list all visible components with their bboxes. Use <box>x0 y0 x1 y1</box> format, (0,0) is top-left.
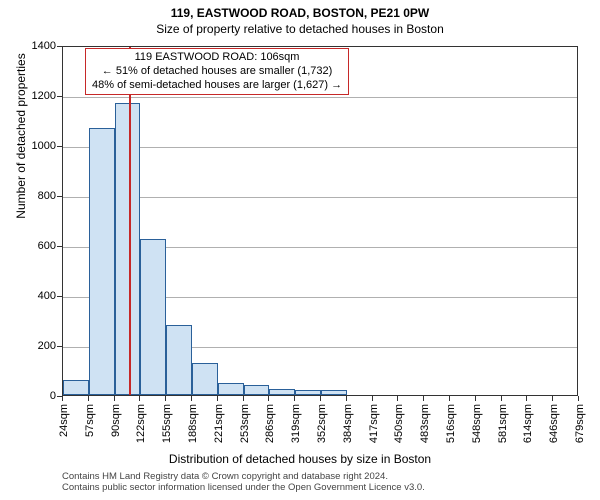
x-tick-label: 646sqm <box>548 404 560 443</box>
x-axis-label: Distribution of detached houses by size … <box>0 452 600 466</box>
histogram-bar <box>269 389 295 395</box>
histogram-bar <box>115 103 141 396</box>
x-tick-label: 221sqm <box>213 404 225 443</box>
y-tick-mark <box>57 196 62 197</box>
histogram-bar <box>166 325 192 395</box>
histogram-bar <box>192 363 218 396</box>
x-tick-mark <box>294 396 295 401</box>
y-tick-mark <box>57 96 62 97</box>
x-tick-mark <box>475 396 476 401</box>
x-tick-mark <box>191 396 192 401</box>
x-tick-mark <box>88 396 89 401</box>
x-tick-label: 516sqm <box>445 404 457 443</box>
histogram-bar <box>89 128 115 396</box>
info-box: 119 EASTWOOD ROAD: 106sqm ← 51% of detac… <box>85 48 349 95</box>
x-tick-mark <box>372 396 373 401</box>
x-tick-mark <box>578 396 579 401</box>
x-tick-label: 384sqm <box>342 404 354 443</box>
x-tick-mark <box>268 396 269 401</box>
x-tick-mark <box>552 396 553 401</box>
x-tick-label: 548sqm <box>471 404 483 443</box>
x-tick-mark <box>346 396 347 401</box>
y-tick-label: 0 <box>26 390 56 402</box>
x-tick-mark <box>217 396 218 401</box>
histogram-bar <box>218 383 244 396</box>
info-line-3: 48% of semi-detached houses are larger (… <box>92 79 342 93</box>
y-tick-mark <box>57 46 62 47</box>
x-tick-label: 679sqm <box>574 404 586 443</box>
x-tick-label: 352sqm <box>316 404 328 443</box>
x-tick-mark <box>165 396 166 401</box>
chart-container: 119, EASTWOOD ROAD, BOSTON, PE21 0PW Siz… <box>0 0 600 500</box>
y-tick-label: 1000 <box>26 140 56 152</box>
y-tick-label: 200 <box>26 340 56 352</box>
histogram-bar <box>63 380 89 395</box>
x-tick-mark <box>320 396 321 401</box>
footer-line-2: Contains public sector information licen… <box>62 482 425 493</box>
x-tick-mark <box>397 396 398 401</box>
x-tick-label: 57sqm <box>84 404 96 437</box>
chart-title: 119, EASTWOOD ROAD, BOSTON, PE21 0PW <box>0 0 600 20</box>
histogram-bar <box>321 390 347 395</box>
x-tick-label: 581sqm <box>497 404 509 443</box>
x-tick-label: 286sqm <box>264 404 276 443</box>
info-line-2: ← 51% of detached houses are smaller (1,… <box>92 65 342 79</box>
x-tick-mark <box>62 396 63 401</box>
x-tick-mark <box>139 396 140 401</box>
x-tick-mark <box>526 396 527 401</box>
x-tick-mark <box>243 396 244 401</box>
x-tick-label: 24sqm <box>58 404 70 437</box>
y-tick-mark <box>57 146 62 147</box>
x-tick-label: 253sqm <box>239 404 251 443</box>
y-tick-mark <box>57 346 62 347</box>
x-tick-label: 450sqm <box>393 404 405 443</box>
x-tick-label: 188sqm <box>187 404 199 443</box>
x-tick-label: 483sqm <box>419 404 431 443</box>
x-tick-label: 319sqm <box>290 404 302 443</box>
y-tick-label: 1400 <box>26 40 56 52</box>
x-tick-label: 417sqm <box>368 404 380 443</box>
reference-line <box>129 47 131 395</box>
histogram-bar <box>140 239 166 395</box>
footer: Contains HM Land Registry data © Crown c… <box>62 471 425 493</box>
y-tick-label: 400 <box>26 290 56 302</box>
info-line-1: 119 EASTWOOD ROAD: 106sqm <box>92 51 342 65</box>
x-tick-mark <box>423 396 424 401</box>
x-tick-mark <box>114 396 115 401</box>
x-tick-label: 122sqm <box>135 404 147 443</box>
chart-subtitle: Size of property relative to detached ho… <box>0 20 600 36</box>
y-tick-mark <box>57 296 62 297</box>
histogram-bar <box>244 385 270 395</box>
histogram-bar <box>295 390 321 395</box>
y-tick-label: 1200 <box>26 90 56 102</box>
x-tick-mark <box>501 396 502 401</box>
x-tick-mark <box>449 396 450 401</box>
y-tick-mark <box>57 246 62 247</box>
y-tick-label: 800 <box>26 190 56 202</box>
x-tick-label: 90sqm <box>110 404 122 437</box>
x-tick-label: 614sqm <box>522 404 534 443</box>
plot-area <box>62 46 578 396</box>
footer-line-1: Contains HM Land Registry data © Crown c… <box>62 471 425 482</box>
x-tick-label: 155sqm <box>161 404 173 443</box>
y-tick-label: 600 <box>26 240 56 252</box>
gridline <box>63 97 577 98</box>
